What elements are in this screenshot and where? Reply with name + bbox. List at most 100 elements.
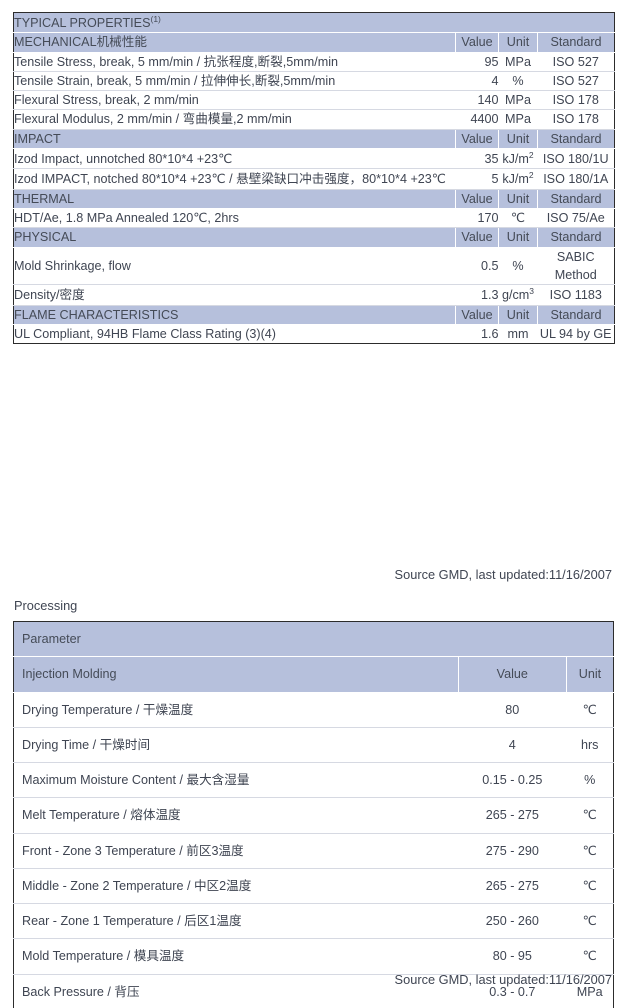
table-row: Mold Shrinkage, flow 0.5 % SABIC Method bbox=[13, 247, 615, 286]
parameter-value: 0.15 - 0.25 bbox=[458, 762, 567, 799]
parameter-value: 265 - 275 bbox=[458, 797, 567, 834]
parameter-name: Front - Zone 3 Temperature / 前区3温度 bbox=[13, 833, 459, 869]
table-row: Front - Zone 3 Temperature / 前区3温度 275 -… bbox=[13, 833, 614, 869]
table-row: Drying Temperature / 干燥温度 80 ℃ bbox=[13, 692, 614, 728]
property-unit: MPa bbox=[498, 90, 538, 111]
source-note-processing: Source GMD, last updated:11/16/2007 bbox=[394, 972, 612, 987]
parameter-value: 275 - 290 bbox=[458, 833, 567, 869]
property-value: 4400 bbox=[455, 109, 499, 130]
property-value: 4 bbox=[455, 71, 499, 92]
table-row: Middle - Zone 2 Temperature / 中区2温度 265 … bbox=[13, 868, 614, 905]
parameter-value: 80 - 95 bbox=[458, 938, 567, 975]
section-name: MECHANICAL机械性能 bbox=[13, 32, 456, 53]
property-unit: g/cm3 bbox=[498, 284, 538, 306]
column-header-unit: Unit bbox=[565, 656, 614, 693]
parameter-value: 250 - 260 bbox=[458, 903, 567, 940]
table-row: Izod IMPACT, notched 80*10*4 +23℃ / 悬壁梁缺… bbox=[13, 168, 615, 190]
section-header-thermal: THERMAL Value Unit Standard bbox=[13, 189, 615, 210]
processing-table: Parameter Injection Molding Value Unit D… bbox=[13, 621, 614, 1008]
column-header-value: Value bbox=[455, 189, 499, 210]
property-name: Flexural Modulus, 2 mm/min / 弯曲模量,2 mm/m… bbox=[13, 109, 456, 130]
property-value: 95 bbox=[455, 52, 499, 72]
table-row: Back Pressure / 背压 0.3 - 0.7 MPa bbox=[13, 974, 614, 1008]
property-unit: kJ/m2 bbox=[498, 148, 538, 170]
parameter-unit: ℃ bbox=[566, 692, 614, 728]
subheader-name: Injection Molding bbox=[13, 656, 459, 693]
parameter-value: 80 bbox=[458, 692, 567, 728]
column-header-value: Value bbox=[455, 227, 499, 248]
column-header-value: Value bbox=[455, 305, 499, 325]
unit-exponent: 3 bbox=[529, 286, 535, 297]
section-header-mechanical: MECHANICAL机械性能 Value Unit Standard bbox=[13, 32, 615, 53]
parameter-name: Drying Time / 干燥时间 bbox=[13, 727, 459, 764]
column-header-unit: Unit bbox=[498, 32, 538, 53]
section-name: PHYSICAL bbox=[13, 227, 456, 248]
property-name: Density/密度 bbox=[13, 284, 456, 306]
column-header-unit: Unit bbox=[498, 129, 538, 149]
parameter-value: 4 bbox=[458, 727, 567, 764]
typical-properties-table: TYPICAL PROPERTIES(1) MECHANICAL机械性能 Val… bbox=[13, 12, 615, 344]
section-header-impact: IMPACT Value Unit Standard bbox=[13, 129, 615, 149]
property-name: UL Compliant, 94HB Flame Class Rating (3… bbox=[13, 324, 456, 344]
unit-base: kJ/m bbox=[502, 172, 529, 187]
property-value: 5 bbox=[455, 168, 499, 190]
property-unit: mm bbox=[498, 324, 538, 344]
property-standard: ISO 1183 bbox=[537, 284, 615, 306]
property-unit: MPa bbox=[498, 52, 538, 72]
property-value: 1.3 bbox=[455, 284, 499, 306]
parameter-name: Rear - Zone 1 Temperature / 后区1温度 bbox=[13, 903, 459, 940]
property-standard: ISO 178 bbox=[537, 109, 615, 130]
property-standard: ISO 178 bbox=[537, 90, 615, 111]
column-header-unit: Unit bbox=[498, 227, 538, 248]
table-row: Drying Time / 干燥时间 4 hrs bbox=[13, 727, 614, 764]
column-header-unit: Unit bbox=[498, 305, 538, 325]
table-row: Flexural Modulus, 2 mm/min / 弯曲模量,2 mm/m… bbox=[13, 109, 615, 130]
parameter-header-cell: Parameter bbox=[13, 621, 614, 658]
property-value: 1.6 bbox=[455, 324, 499, 344]
property-standard: ISO 527 bbox=[537, 52, 615, 72]
property-value: 0.5 bbox=[455, 247, 499, 286]
parameter-name: Maximum Moisture Content / 最大含湿量 bbox=[13, 762, 459, 799]
parameter-unit: % bbox=[566, 762, 614, 799]
parameter-unit: ℃ bbox=[566, 833, 614, 869]
parameter-unit: ℃ bbox=[566, 903, 614, 940]
table-row: Maximum Moisture Content / 最大含湿量 0.15 - … bbox=[13, 762, 614, 799]
parameter-unit: MPa bbox=[566, 974, 614, 1008]
property-standard: ISO 75/Ae bbox=[537, 208, 615, 229]
parameter-unit: ℃ bbox=[566, 797, 614, 834]
property-standard: ISO 180/1U bbox=[537, 148, 615, 170]
property-name: Izod IMPACT, notched 80*10*4 +23℃ / 悬壁梁缺… bbox=[13, 168, 456, 190]
table-title-row: TYPICAL PROPERTIES(1) bbox=[13, 12, 615, 34]
table-row: Izod Impact, unnotched 80*10*4 +23℃ 35 k… bbox=[13, 148, 615, 170]
column-header-standard: Standard bbox=[537, 189, 615, 210]
processing-caption: Processing bbox=[14, 598, 78, 613]
processing-subheader-row: Injection Molding Value Unit bbox=[13, 656, 614, 693]
section-name: IMPACT bbox=[13, 129, 456, 149]
parameter-value: 265 - 275 bbox=[458, 868, 567, 905]
column-header-standard: Standard bbox=[537, 32, 615, 53]
table-row: Mold Temperature / 模具温度 80 - 95 ℃ bbox=[13, 938, 614, 975]
property-name: Tensile Strain, break, 5 mm/min / 拉伸伸长,断… bbox=[13, 71, 456, 92]
parameter-name: Middle - Zone 2 Temperature / 中区2温度 bbox=[13, 868, 459, 905]
section-name: THERMAL bbox=[13, 189, 456, 210]
column-header-value: Value bbox=[455, 129, 499, 149]
property-name: Mold Shrinkage, flow bbox=[13, 247, 456, 286]
property-value: 35 bbox=[455, 148, 499, 170]
section-header-flame: FLAME CHARACTERISTICS Value Unit Standar… bbox=[13, 305, 615, 325]
section-name: FLAME CHARACTERISTICS bbox=[13, 305, 456, 325]
section-header-physical: PHYSICAL Value Unit Standard bbox=[13, 227, 615, 248]
parameter-value: 0.3 - 0.7 bbox=[458, 974, 567, 1008]
property-standard: SABIC Method bbox=[537, 247, 615, 286]
column-header-standard: Standard bbox=[537, 227, 615, 248]
table-row: Tensile Stress, break, 5 mm/min / 抗张程度,断… bbox=[13, 52, 615, 72]
unit-base: kJ/m bbox=[502, 152, 529, 167]
table-row: HDT/Ae, 1.8 MPa Annealed 120℃, 2hrs 170 … bbox=[13, 208, 615, 229]
column-header-value: Value bbox=[457, 656, 567, 693]
column-header-unit: Unit bbox=[498, 189, 538, 210]
parameter-name: Melt Temperature / 熔体温度 bbox=[13, 797, 459, 834]
property-value: 140 bbox=[455, 90, 499, 111]
parameter-name: Drying Temperature / 干燥温度 bbox=[13, 692, 459, 728]
table-row: Rear - Zone 1 Temperature / 后区1温度 250 - … bbox=[13, 903, 614, 940]
table-title-text: TYPICAL PROPERTIES bbox=[14, 16, 151, 31]
parameter-unit: ℃ bbox=[566, 868, 614, 905]
